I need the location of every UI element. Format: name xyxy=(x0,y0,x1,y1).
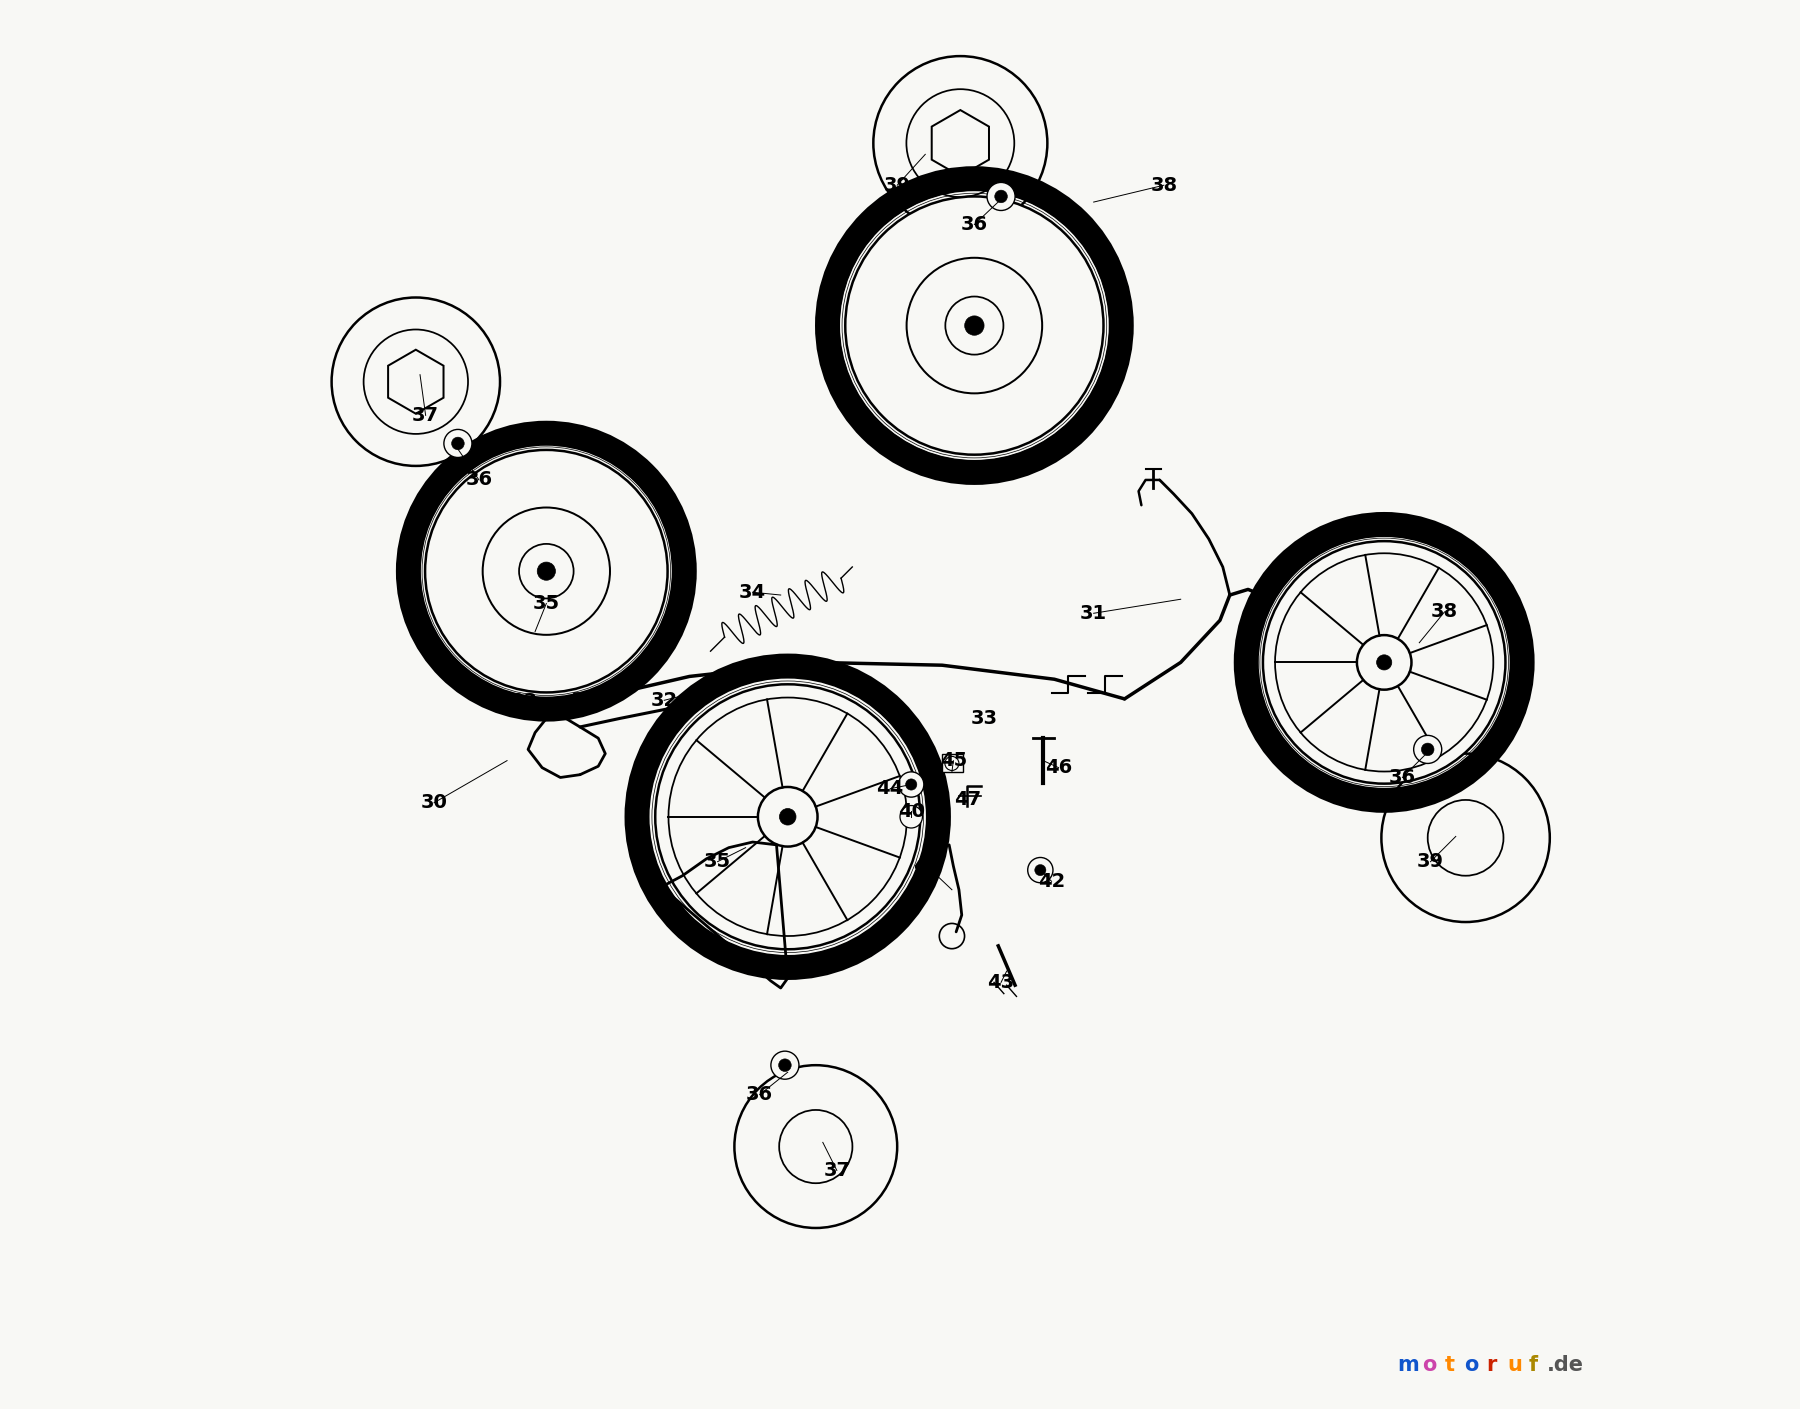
Circle shape xyxy=(331,297,500,466)
Text: 37: 37 xyxy=(412,406,439,426)
Circle shape xyxy=(1381,754,1550,921)
Circle shape xyxy=(873,56,1048,230)
Circle shape xyxy=(1413,735,1442,764)
Circle shape xyxy=(1422,743,1435,755)
Circle shape xyxy=(536,562,556,581)
Text: 31: 31 xyxy=(1080,604,1107,623)
Circle shape xyxy=(898,772,923,797)
Circle shape xyxy=(1357,635,1411,689)
Text: 33: 33 xyxy=(970,709,997,728)
Text: 45: 45 xyxy=(940,751,967,771)
Circle shape xyxy=(900,806,922,828)
Circle shape xyxy=(1377,655,1391,669)
Text: 36: 36 xyxy=(1390,768,1417,788)
Circle shape xyxy=(779,1060,792,1071)
Text: 43: 43 xyxy=(988,972,1015,992)
Text: u: u xyxy=(1508,1355,1523,1375)
Text: 38: 38 xyxy=(1431,603,1458,621)
Circle shape xyxy=(482,507,610,635)
Text: 35: 35 xyxy=(533,595,560,613)
Polygon shape xyxy=(941,754,963,772)
Text: f: f xyxy=(1528,1355,1537,1375)
Text: o: o xyxy=(1463,1355,1478,1375)
Text: 41: 41 xyxy=(913,857,940,875)
Text: m: m xyxy=(1397,1355,1418,1375)
Text: r: r xyxy=(1487,1355,1498,1375)
Circle shape xyxy=(425,449,668,692)
Circle shape xyxy=(905,779,916,790)
Circle shape xyxy=(907,258,1042,393)
Text: 36: 36 xyxy=(961,216,988,234)
Text: 36: 36 xyxy=(466,471,493,489)
Circle shape xyxy=(734,1065,896,1229)
Text: 36: 36 xyxy=(745,1085,774,1105)
Text: 37: 37 xyxy=(823,1161,850,1179)
Text: 46: 46 xyxy=(1046,758,1073,778)
Text: 32: 32 xyxy=(650,690,679,710)
Circle shape xyxy=(846,196,1103,455)
Circle shape xyxy=(758,788,817,847)
Circle shape xyxy=(986,182,1015,210)
Text: 47: 47 xyxy=(954,790,981,809)
Text: 39: 39 xyxy=(1417,852,1444,871)
Text: 34: 34 xyxy=(740,583,767,602)
Circle shape xyxy=(965,316,985,335)
Circle shape xyxy=(770,1051,799,1079)
Circle shape xyxy=(655,685,920,950)
Text: 42: 42 xyxy=(1039,872,1066,890)
Text: 38: 38 xyxy=(1150,176,1177,194)
Circle shape xyxy=(779,809,796,826)
Text: o: o xyxy=(1422,1355,1436,1375)
Text: 39: 39 xyxy=(884,176,911,194)
Circle shape xyxy=(452,437,464,449)
Text: 33: 33 xyxy=(511,692,538,712)
Text: 40: 40 xyxy=(898,802,925,820)
Text: 44: 44 xyxy=(877,779,904,799)
Circle shape xyxy=(1264,541,1505,783)
Circle shape xyxy=(995,190,1008,203)
Text: .de: .de xyxy=(1546,1355,1584,1375)
Text: 30: 30 xyxy=(421,793,448,812)
Text: 35: 35 xyxy=(704,852,731,871)
Circle shape xyxy=(445,430,472,458)
Circle shape xyxy=(1028,858,1053,882)
Text: t: t xyxy=(1445,1355,1454,1375)
Circle shape xyxy=(1035,865,1046,876)
